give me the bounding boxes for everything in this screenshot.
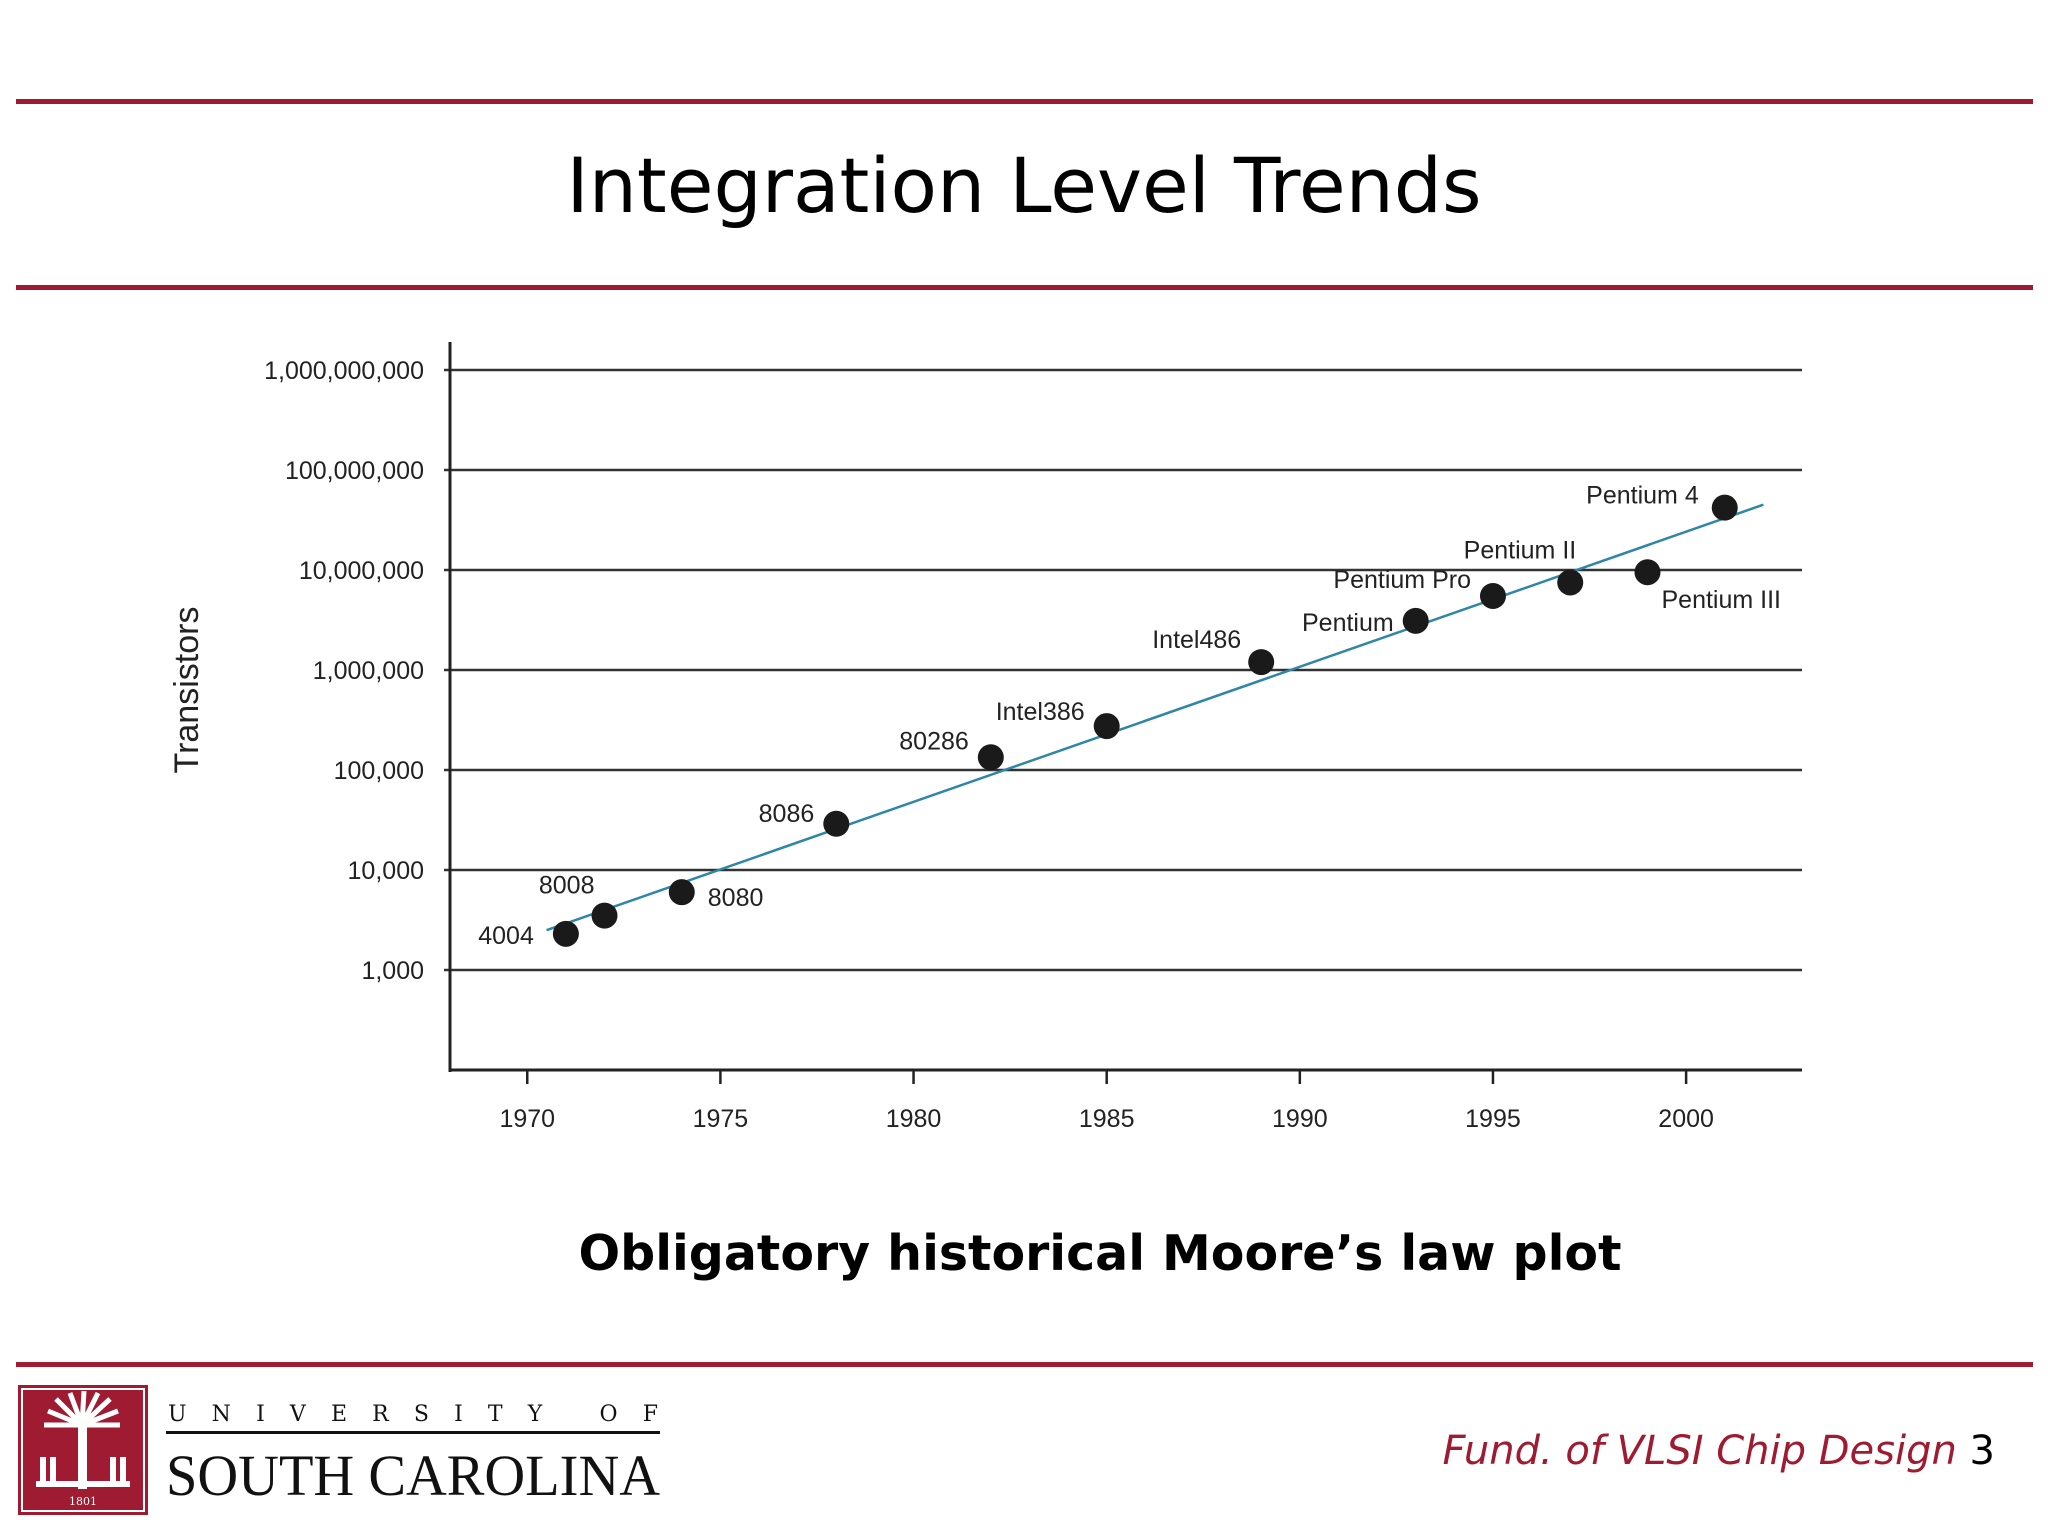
axes: 1,000 10,000 100,000 1,000,000 10,000,000 100… bbox=[264, 342, 1802, 1133]
top-rule bbox=[16, 99, 2033, 104]
point-label: Intel386 bbox=[996, 698, 1085, 726]
slide-title: Integration Level Trends bbox=[566, 141, 1482, 230]
data-point bbox=[591, 902, 618, 929]
footer: Fund. of VLSI Chip Design 3 bbox=[1442, 1428, 1995, 1474]
logo-seal-year: 1801 bbox=[69, 1495, 97, 1508]
university-logo: 1801 UNIVERSITY OF SOUTH CAROLINA bbox=[18, 1385, 660, 1515]
data-point bbox=[823, 810, 850, 837]
logo-divider bbox=[166, 1431, 660, 1434]
data-point bbox=[668, 879, 695, 906]
x-tick-label: 1990 bbox=[1272, 1105, 1328, 1133]
x-tick-label: 1980 bbox=[886, 1105, 942, 1133]
data-point bbox=[1634, 559, 1661, 586]
slide-caption: Obligatory historical Moore’s law plot bbox=[578, 1225, 1622, 1282]
y-tick-label: 100,000 bbox=[334, 757, 424, 785]
palmetto-tree-icon bbox=[36, 1390, 130, 1489]
point-label: 4004 bbox=[478, 922, 534, 950]
trend-line-segment bbox=[546, 503, 1764, 932]
trend-line bbox=[546, 503, 1764, 932]
y-axis-label: Transistors bbox=[168, 607, 206, 774]
point-label: 8008 bbox=[539, 872, 595, 900]
data-point bbox=[977, 744, 1004, 771]
y-tick-label: 1,000 bbox=[361, 957, 424, 985]
y-tick-label: 10,000 bbox=[348, 857, 424, 885]
data-point bbox=[1557, 569, 1584, 596]
data-point bbox=[1479, 582, 1506, 609]
footer-course-title: Fund. of VLSI Chip Design bbox=[1442, 1428, 1957, 1474]
logo-line-1: UNIVERSITY OF bbox=[168, 1402, 658, 1427]
title-underline-rule bbox=[16, 285, 2033, 290]
logo-seal-border bbox=[21, 1388, 145, 1512]
x-tick-label: 2000 bbox=[1658, 1105, 1714, 1133]
point-label: 8080 bbox=[708, 884, 764, 912]
data-point bbox=[552, 920, 579, 947]
x-tick-label: 1970 bbox=[499, 1105, 555, 1133]
point-label: Intel486 bbox=[1152, 626, 1241, 654]
x-tick-label: 1995 bbox=[1465, 1105, 1521, 1133]
x-tick-label: 1985 bbox=[1079, 1105, 1135, 1133]
grid-lines bbox=[444, 368, 1802, 972]
data-points bbox=[552, 494, 1738, 947]
page-number: 3 bbox=[1969, 1428, 1995, 1474]
y-tick-label: 10,000,000 bbox=[299, 557, 424, 585]
data-point bbox=[1093, 713, 1120, 740]
point-label: Pentium II bbox=[1464, 536, 1577, 564]
data-point bbox=[1402, 607, 1429, 634]
footer-rule bbox=[16, 1362, 2033, 1367]
data-point bbox=[1248, 649, 1275, 676]
point-label: 8086 bbox=[759, 800, 815, 828]
moores-law-chart: 1,000 10,000 100,000 1,000,000 10,000,000 100… bbox=[168, 342, 1802, 1133]
point-label: Pentium III bbox=[1661, 586, 1781, 614]
y-tick-label: 100,000,000 bbox=[285, 457, 424, 485]
y-tick-label: 1,000,000,000 bbox=[264, 357, 424, 385]
point-label: Pentium 4 bbox=[1586, 482, 1699, 510]
x-tick-label: 1975 bbox=[693, 1105, 749, 1133]
data-point bbox=[1711, 494, 1738, 521]
y-tick-label: 1,000,000 bbox=[313, 657, 424, 685]
point-label: Pentium bbox=[1302, 609, 1394, 637]
logo-line-2: SOUTH CAROLINA bbox=[166, 1443, 660, 1508]
point-label: 80286 bbox=[899, 727, 969, 755]
point-label: Pentium Pro bbox=[1333, 566, 1471, 594]
